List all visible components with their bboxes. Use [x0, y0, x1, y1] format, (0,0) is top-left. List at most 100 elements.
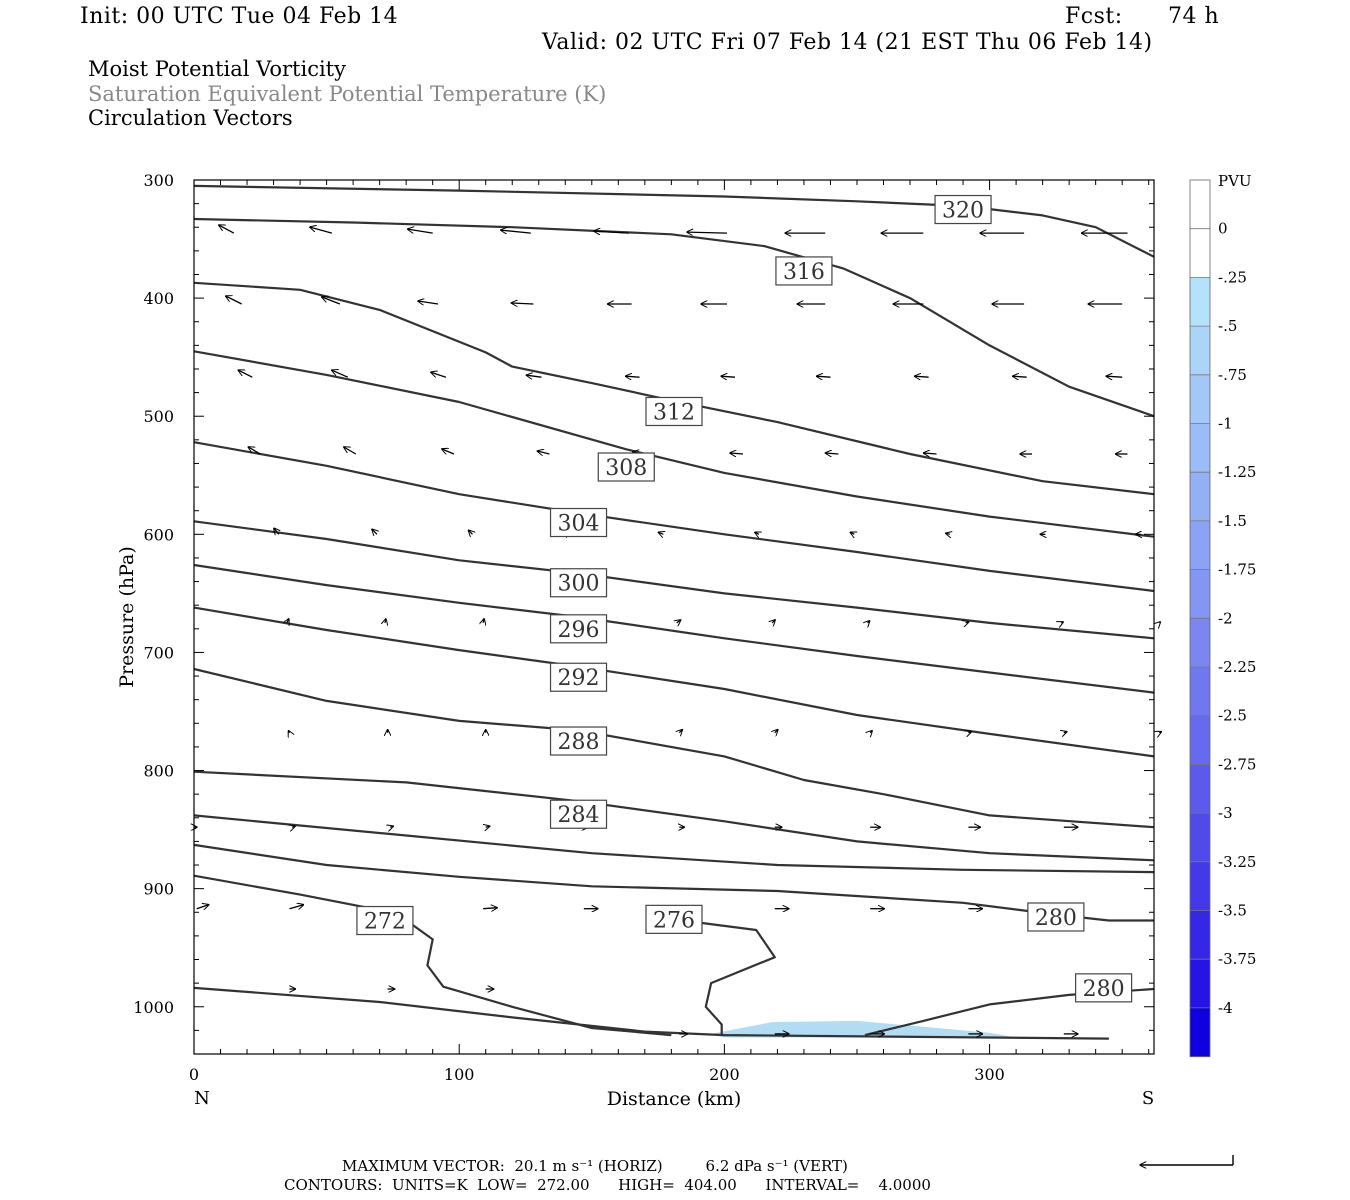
circulation-vector [442, 449, 455, 454]
title-vectors: Circulation Vectors [88, 106, 293, 130]
colorbar-swatch [1190, 374, 1210, 424]
theta-es-contour [193, 350, 1155, 538]
y-tick-label: 900 [143, 880, 174, 899]
colorbar-unit: PVU [1218, 172, 1252, 190]
theta-es-contour [673, 918, 776, 1036]
circulation-vector [390, 826, 393, 827]
circulation-vector [658, 532, 663, 534]
circulation-vector [817, 376, 831, 377]
colorbar-swatch [1190, 861, 1210, 911]
colorbar-swatch [1190, 813, 1210, 863]
contour-label: 316 [783, 260, 825, 285]
colorbar-level-label: -4 [1218, 999, 1233, 1017]
circulation-vector [196, 905, 209, 909]
circulation-vector [626, 376, 640, 377]
colorbar-level-label: -1.75 [1218, 561, 1256, 579]
circulation-vector [289, 731, 290, 733]
contour-label-box [549, 507, 608, 538]
theta-es-contour [193, 770, 1155, 862]
contour-label: 276 [653, 908, 695, 933]
circulation-vector [292, 826, 295, 827]
x-tick-label: 0 [189, 1065, 199, 1084]
contour-label-box [549, 662, 608, 692]
circulation-vectors [194, 225, 1161, 1034]
circulation-vector [431, 372, 447, 378]
colorbar-level-label: -2.75 [1218, 755, 1256, 773]
theta-es-contour [193, 843, 1154, 922]
contour-labels: 320 316 312 308 304 300 296 292 288 284 280 272 276 2… [356, 194, 1133, 1003]
circulation-vector [1013, 376, 1027, 377]
axis-ticks: 300 400 500 600 700 800 900 1000 0 100 200 300 [133, 171, 1154, 1084]
colorbar-swatch [1190, 764, 1210, 814]
contour-label: 300 [558, 572, 600, 597]
forecast-hour: 74 h [1168, 4, 1220, 29]
theta-es-contour [193, 281, 1155, 496]
contour-label: 320 [942, 199, 984, 224]
x-end-label-south: S [1142, 1088, 1154, 1109]
circulation-vector [755, 532, 759, 534]
y-tick-label: 300 [143, 171, 174, 190]
circulation-vector [287, 619, 289, 623]
colorbar-level-label: -1.25 [1218, 463, 1256, 481]
colorbar-swatch [1190, 959, 1210, 1009]
contour-label: 292 [558, 666, 600, 691]
circulation-vector [772, 620, 775, 623]
colorbar-level-label: -.25 [1218, 268, 1247, 286]
circulation-vector [1061, 622, 1063, 623]
x-tick-label: 100 [444, 1065, 475, 1084]
colorbar-swatch [1190, 569, 1210, 619]
circulation-vector [486, 826, 490, 827]
circulation-vector [721, 376, 736, 377]
circulation-vector [679, 730, 682, 733]
colorbar-level-label: -.75 [1218, 366, 1247, 384]
colorbar-swatch [1190, 277, 1210, 327]
colorbar-level-label: -2 [1218, 609, 1233, 627]
y-tick-label: 800 [143, 762, 174, 781]
contour-label: 312 [653, 400, 695, 425]
contour-label: 280 [1035, 906, 1077, 931]
y-tick-label: 700 [143, 643, 174, 662]
colorbar-swatch [1190, 472, 1210, 522]
circulation-vector [915, 376, 929, 377]
theta-es-contour [193, 520, 1155, 640]
circulation-vector [1064, 732, 1067, 733]
circulation-vector [946, 533, 950, 534]
y-tick-label: 400 [143, 289, 174, 308]
theta-es-contour [193, 667, 1155, 829]
contour-label: 284 [558, 803, 600, 828]
theta-es-contour [193, 986, 1109, 1040]
colorbar-swatch [1190, 715, 1210, 765]
contour-label-box [549, 799, 608, 829]
theta-es-contour [193, 441, 1155, 593]
circulation-vector [418, 301, 439, 304]
colorbar-swatch [1190, 180, 1210, 230]
contour-label: 308 [605, 456, 647, 481]
circulation-vector [968, 732, 971, 733]
circulation-vector [868, 621, 870, 623]
contour-label-box [597, 452, 655, 482]
title-thetaes: Saturation Equivalent Potential Temperat… [88, 82, 607, 106]
circulation-vector [289, 905, 304, 909]
contour-label-box [775, 256, 833, 286]
circulation-vector [1159, 622, 1160, 623]
circulation-vector [594, 231, 629, 233]
title-mpv: Moist Potential Vorticity [88, 57, 346, 81]
colorbar-level-label: 0 [1218, 220, 1228, 238]
theta-es-contour [193, 184, 1155, 258]
x-tick-label: 200 [709, 1065, 740, 1084]
theta-es-contour [193, 874, 672, 1037]
x-axis-label: Distance (km) [607, 1088, 742, 1110]
circulation-vector [385, 619, 386, 623]
plot-frame [193, 179, 1155, 1055]
reference-vector [1140, 1155, 1234, 1165]
colorbar-swatch [1190, 667, 1210, 717]
contour-label-box [645, 904, 703, 934]
circulation-vector [408, 229, 433, 234]
colorbar-level-label: -3 [1218, 804, 1233, 822]
valid-time: Valid: 02 UTC Fri 07 Feb 14 (21 EST Thu … [542, 30, 1153, 55]
x-tick-label: 300 [974, 1065, 1005, 1084]
colorbar-level-label: -1 [1218, 415, 1233, 433]
circulation-vector [344, 447, 357, 455]
circulation-vector [677, 620, 681, 623]
circulation-vector [730, 453, 744, 454]
